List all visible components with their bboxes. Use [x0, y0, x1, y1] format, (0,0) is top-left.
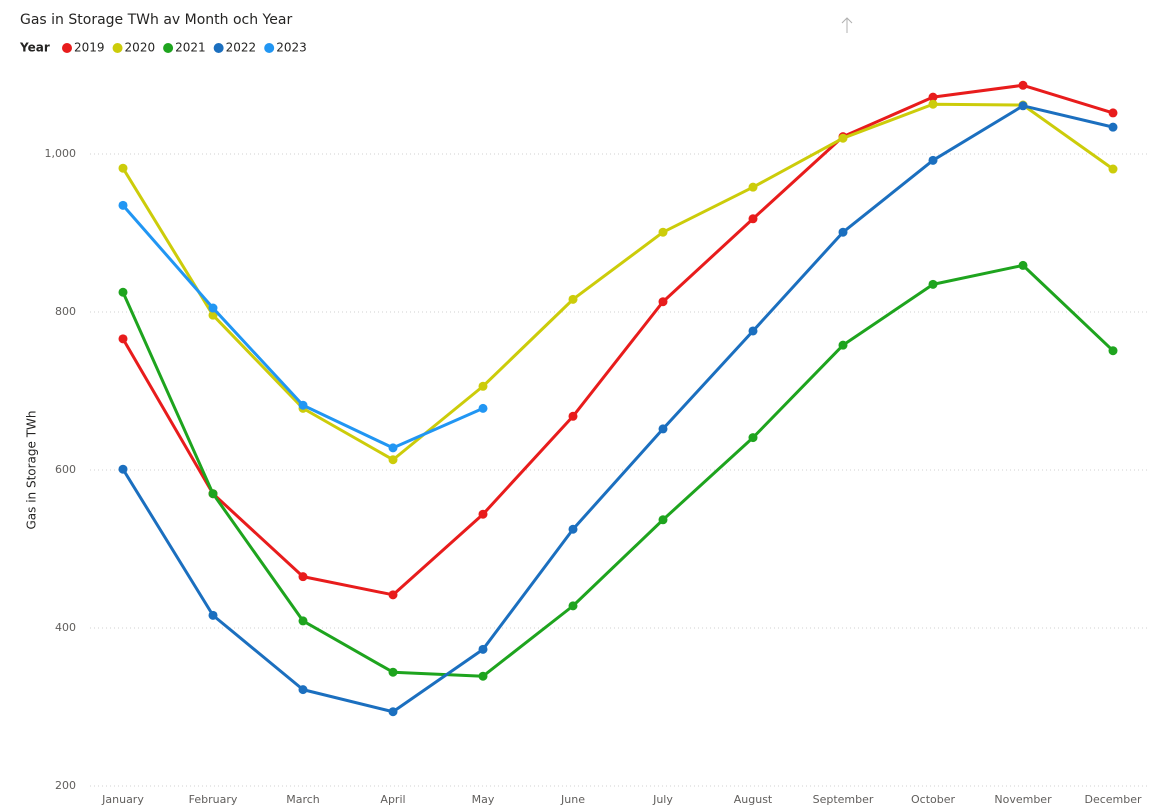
data-point	[118, 200, 128, 210]
data-point	[1108, 346, 1118, 356]
data-point	[658, 297, 668, 307]
data-point	[568, 411, 578, 421]
legend-swatch	[213, 43, 224, 53]
data-point	[388, 667, 398, 677]
data-point	[1018, 80, 1028, 90]
x-tick-label: June	[560, 793, 585, 806]
y-tick-label: 200	[55, 779, 76, 792]
data-point	[1108, 108, 1118, 118]
data-point	[298, 616, 308, 626]
data-point	[298, 685, 308, 695]
data-point	[478, 381, 488, 391]
data-point	[568, 294, 578, 304]
data-point	[928, 155, 938, 165]
series-line	[121, 263, 1115, 678]
data-point	[208, 310, 218, 320]
data-point	[658, 424, 668, 434]
legend-label: 2019	[74, 41, 105, 55]
x-tick-label: May	[472, 793, 495, 806]
legend-label: 2022	[226, 41, 257, 55]
data-point	[1108, 164, 1118, 174]
legend-swatch	[163, 43, 174, 53]
chart-title: Gas in Storage TWh av Month och Year	[20, 12, 292, 28]
data-point	[658, 515, 668, 525]
data-point	[208, 489, 218, 499]
data-point	[478, 671, 488, 681]
series-line	[121, 83, 1114, 597]
data-point	[118, 163, 128, 173]
x-tick-label: April	[380, 793, 405, 806]
data-point	[838, 227, 848, 237]
x-tick-label: August	[734, 793, 773, 806]
sort-icon[interactable]	[841, 17, 853, 33]
data-point	[568, 524, 578, 534]
data-point	[118, 334, 128, 344]
legend-label: 2023	[276, 41, 307, 55]
data-point	[388, 590, 398, 600]
legend-label: 2021	[175, 41, 206, 55]
data-point	[568, 601, 578, 611]
data-point	[118, 464, 128, 474]
x-tick-label: July	[652, 793, 673, 806]
x-tick-label: December	[1084, 793, 1142, 806]
x-tick-label: January	[101, 793, 144, 806]
data-point	[928, 92, 938, 102]
data-point	[298, 400, 308, 410]
data-point	[748, 433, 758, 443]
data-point	[928, 279, 938, 289]
data-point	[928, 99, 938, 109]
data-point	[208, 610, 218, 620]
legend-label: 2020	[125, 41, 156, 55]
series-line	[121, 102, 1114, 462]
legend-swatch	[112, 43, 123, 53]
data-point	[478, 644, 488, 654]
legend-swatch	[62, 43, 72, 53]
data-point	[658, 227, 668, 237]
y-tick-label: 800	[55, 305, 76, 318]
data-point	[298, 572, 308, 582]
data-point	[478, 403, 488, 413]
data-point	[388, 443, 398, 453]
data-point	[748, 214, 758, 224]
x-tick-label: September	[813, 793, 874, 806]
x-tick-label: March	[286, 793, 320, 806]
data-point	[478, 509, 488, 519]
data-point	[388, 455, 398, 465]
series-line	[121, 104, 1114, 714]
data-point	[748, 182, 758, 192]
x-tick-label: February	[189, 793, 238, 806]
data-point	[208, 303, 218, 313]
data-point	[838, 133, 848, 143]
data-point	[748, 326, 758, 336]
y-tick-label: 1,000	[45, 147, 77, 160]
x-tick-label: October	[911, 793, 955, 806]
y-tick-label: 400	[55, 621, 76, 634]
y-axis-label: Gas in Storage TWh	[25, 410, 39, 529]
data-point	[388, 707, 398, 717]
data-point	[1108, 122, 1118, 132]
data-point	[1018, 260, 1028, 270]
data-point	[838, 340, 848, 350]
legend-title: Year	[19, 41, 50, 55]
legend-swatch	[264, 43, 275, 53]
data-point	[1018, 101, 1028, 111]
y-tick-label: 600	[55, 463, 76, 476]
x-tick-label: November	[994, 793, 1052, 806]
data-point	[118, 287, 128, 297]
